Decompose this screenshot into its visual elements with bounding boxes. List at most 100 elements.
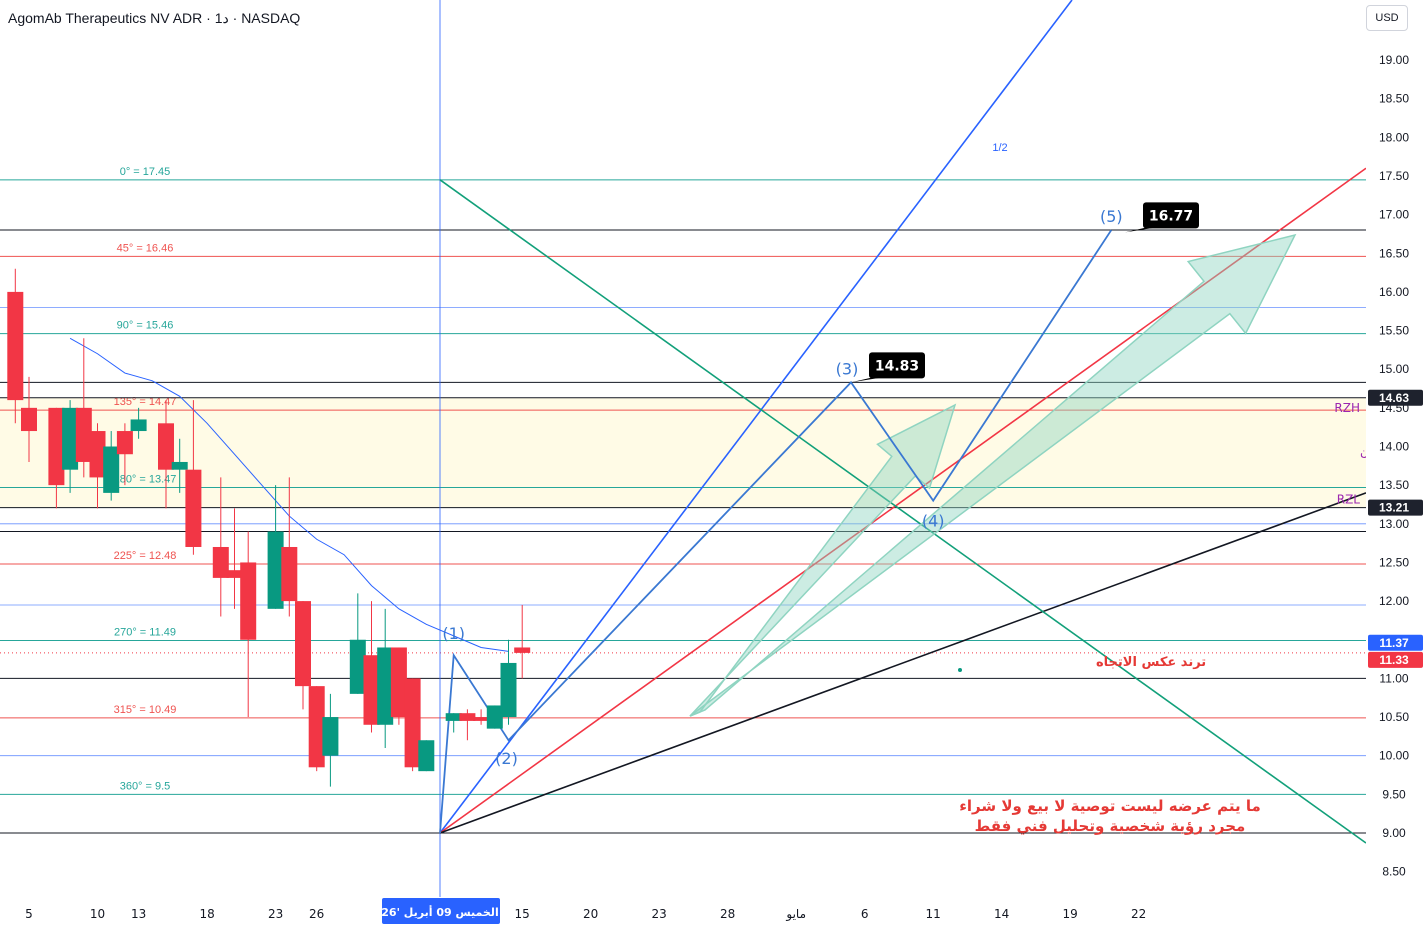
- time-tick-label: 11: [926, 907, 941, 921]
- zone-bottom-label: RZL: [1337, 493, 1361, 507]
- price-tick-label: 12.50: [1379, 555, 1409, 569]
- candle: [7, 268, 24, 424]
- price-tick-label: 9.00: [1382, 826, 1406, 840]
- chart-title: AgomAb Therapeutics NV ADR · 1د · NASDAQ: [8, 10, 301, 26]
- wave-label: (3): [836, 359, 859, 378]
- candle-body: [185, 469, 202, 547]
- gann-level-label: 0° = 17.45: [120, 166, 171, 178]
- gann-level-label: 180° = 13.47: [114, 473, 177, 485]
- candle-body: [75, 407, 92, 462]
- fan-label: 1/2: [992, 142, 1007, 154]
- candle: [116, 423, 133, 486]
- gann-level-label: 315° = 10.49: [114, 704, 177, 716]
- fan-line-red: [439, 167, 1367, 834]
- candle: [322, 693, 339, 787]
- candle-body: [7, 291, 24, 401]
- price-tag-label: 11.33: [1379, 653, 1409, 667]
- time-tick-label: 20: [583, 907, 598, 921]
- callout-box: [1143, 202, 1199, 229]
- time-tick-label: 23: [268, 907, 283, 921]
- fan-line-blue: [439, 0, 1073, 834]
- candle-body: [404, 678, 421, 768]
- candle: [21, 376, 37, 462]
- wave-label: (2): [495, 749, 518, 768]
- price-tick-label: 13.50: [1379, 478, 1409, 492]
- disclaimer-line-2: مجرد رؤية شخصية وتحليل فني فقط: [974, 817, 1246, 835]
- time-tick-label: 13: [131, 907, 146, 921]
- wave-label: (1): [442, 624, 465, 643]
- candle-body: [418, 740, 435, 772]
- candle-body: [281, 546, 298, 602]
- candle-body: [473, 717, 490, 721]
- candle-body: [89, 431, 106, 478]
- candle-body: [130, 419, 147, 432]
- time-tick-label: 14: [994, 907, 1009, 921]
- candle: [295, 601, 311, 710]
- wave-label: (5): [1100, 207, 1123, 226]
- time-tick-label: 26: [309, 907, 324, 921]
- trend-reversal-label: ترند عكس الاتجاه: [1096, 655, 1206, 670]
- candle: [48, 407, 65, 509]
- gann-level-label: 90° = 15.46: [117, 320, 174, 332]
- candle: [130, 407, 147, 439]
- candle-body: [349, 639, 366, 694]
- candle: [171, 438, 188, 493]
- candle: [486, 705, 503, 729]
- candle: [89, 423, 106, 509]
- callout-label: 14.83: [875, 358, 919, 374]
- gann-level-label: 270° = 11.49: [114, 627, 176, 639]
- projection-arrow-large: [689, 233, 1297, 717]
- price-tick-label: 17.00: [1379, 208, 1409, 222]
- candle: [377, 608, 394, 748]
- candle: [75, 338, 92, 478]
- candle: [404, 678, 421, 772]
- candle: [459, 709, 476, 741]
- price-tick-label: 14.00: [1379, 440, 1409, 454]
- candle: [473, 709, 490, 725]
- price-tick-label: 9.50: [1382, 787, 1406, 801]
- candle: [514, 604, 531, 679]
- price-tick-label: 12.00: [1379, 594, 1409, 608]
- candle-body: [500, 662, 517, 718]
- price-tag-label: 14.63: [1379, 391, 1409, 405]
- candle: [62, 400, 79, 493]
- price-tick-label: 17.50: [1379, 169, 1409, 183]
- price-tick-label: 8.50: [1382, 865, 1406, 879]
- price-tick-label: 11.00: [1379, 671, 1408, 685]
- fan-line-black: [439, 492, 1367, 834]
- time-tick-label: 22: [1131, 907, 1146, 921]
- price-tick-label: 15.00: [1379, 362, 1409, 376]
- fan-line-green: [439, 179, 1367, 844]
- candle-body: [445, 713, 462, 721]
- gann-level-label: 135° = 14.47: [114, 396, 177, 408]
- price-tick-label: 10.00: [1379, 749, 1409, 763]
- disclaimer-line-1: ما يتم عرضه ليست توصية لا بيع ولا شراء: [959, 797, 1261, 815]
- price-tick-label: 18.50: [1379, 92, 1409, 106]
- zone-band: [0, 397, 1366, 508]
- time-tick-label: مايو: [785, 907, 806, 922]
- candle: [445, 713, 462, 733]
- candle-body: [226, 570, 243, 578]
- candle: [281, 477, 298, 617]
- trend-reversal-dot: [958, 668, 962, 672]
- candle-body: [48, 407, 65, 486]
- gann-level-label: 225° = 12.48: [114, 550, 177, 562]
- candle-body: [171, 461, 188, 470]
- candle: [418, 740, 435, 772]
- candle-body: [486, 705, 503, 729]
- candle: [500, 639, 517, 725]
- time-tick-label: 19: [1063, 907, 1078, 921]
- callout-box: [869, 352, 925, 379]
- candle-body: [240, 562, 257, 640]
- candle-body: [267, 531, 284, 609]
- currency-button[interactable]: USD: [1366, 5, 1408, 31]
- callout-label: 16.77: [1149, 208, 1193, 224]
- price-tick-label: 13.00: [1379, 517, 1409, 531]
- candle: [363, 601, 380, 733]
- candle: [390, 647, 407, 725]
- elliott-wave-path: [439, 229, 1113, 834]
- candle-body: [116, 431, 133, 455]
- candle-body: [212, 546, 229, 578]
- price-tag: [1368, 499, 1423, 516]
